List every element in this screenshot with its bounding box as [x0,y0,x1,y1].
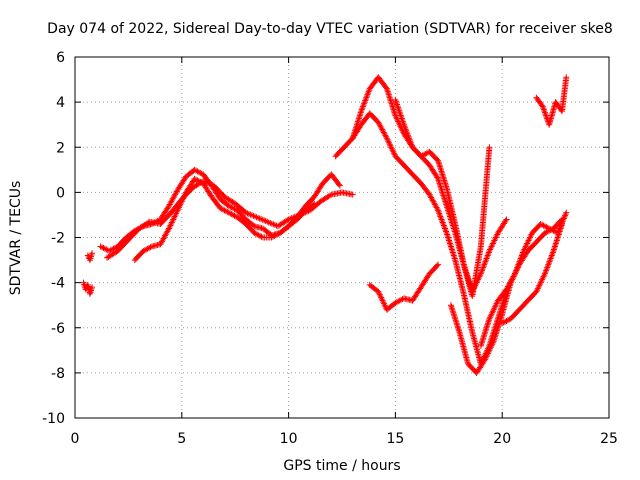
data-point-track-g [434,174,441,181]
data-point-track-a [89,284,96,291]
x-tick-label: 5 [177,431,186,447]
x-tick-label: 0 [71,431,80,447]
y-tick-label: 6 [56,50,65,66]
data-point-track-e [165,226,172,233]
data-point-track-k [560,216,567,223]
data-point-track-k [560,215,567,222]
data-point-track-f [383,133,390,140]
axis-ticks: 0 5 10 15 20 25 -10 -8 -6 -4 -2 0 2 4 6 [42,50,618,447]
x-tick-label: 20 [493,431,511,447]
data-point-track-k [562,211,569,218]
data-point-track-k [561,214,568,221]
data-point-track-i [435,261,442,268]
data-point-track-h [486,144,493,151]
data-point-track-f [434,205,441,212]
y-axis-label: SDTVAR / TECUs [8,181,24,296]
data-point-track-b [89,250,96,257]
data-points [80,74,570,376]
data-point-track-i [434,262,441,269]
x-tick-label: 10 [280,431,298,447]
y-tick-label: -6 [51,321,65,337]
x-tick-label: 15 [386,431,404,447]
data-point-track-e [311,200,318,207]
data-point-track-m [538,102,545,109]
data-point-track-c [336,182,343,189]
y-tick-label: -2 [51,231,65,247]
y-tick-label: -8 [51,366,65,382]
data-point-track-k [559,218,566,225]
data-point-track-d [349,191,356,198]
data-point-track-e [258,233,265,240]
data-point-track-g [503,216,510,223]
data-point-track-k [511,272,518,279]
y-tick-label: 2 [56,140,65,156]
data-point-track-m [563,74,570,81]
data-point-track-e [147,244,154,251]
data-point-track-k [563,209,570,216]
data-point-track-d [326,192,333,199]
data-point-track-l [559,220,566,227]
y-tick-label: 0 [56,185,65,201]
data-point-track-k [562,212,569,219]
data-point-track-g [382,84,389,91]
data-point-track-d [284,217,291,224]
data-point-track-c [250,222,257,229]
y-tick-label: 4 [56,95,65,111]
x-axis-label: GPS time / hours [283,458,400,474]
chart-title: Day 074 of 2022, Sidereal Day-to-day VTE… [47,21,613,37]
data-point-track-g [502,217,509,224]
x-tick-label: 25 [600,431,618,447]
data-point-track-c [335,181,342,188]
y-tick-label: -4 [51,276,65,292]
data-point-track-e [310,201,317,208]
y-tick-label: -10 [42,411,65,427]
